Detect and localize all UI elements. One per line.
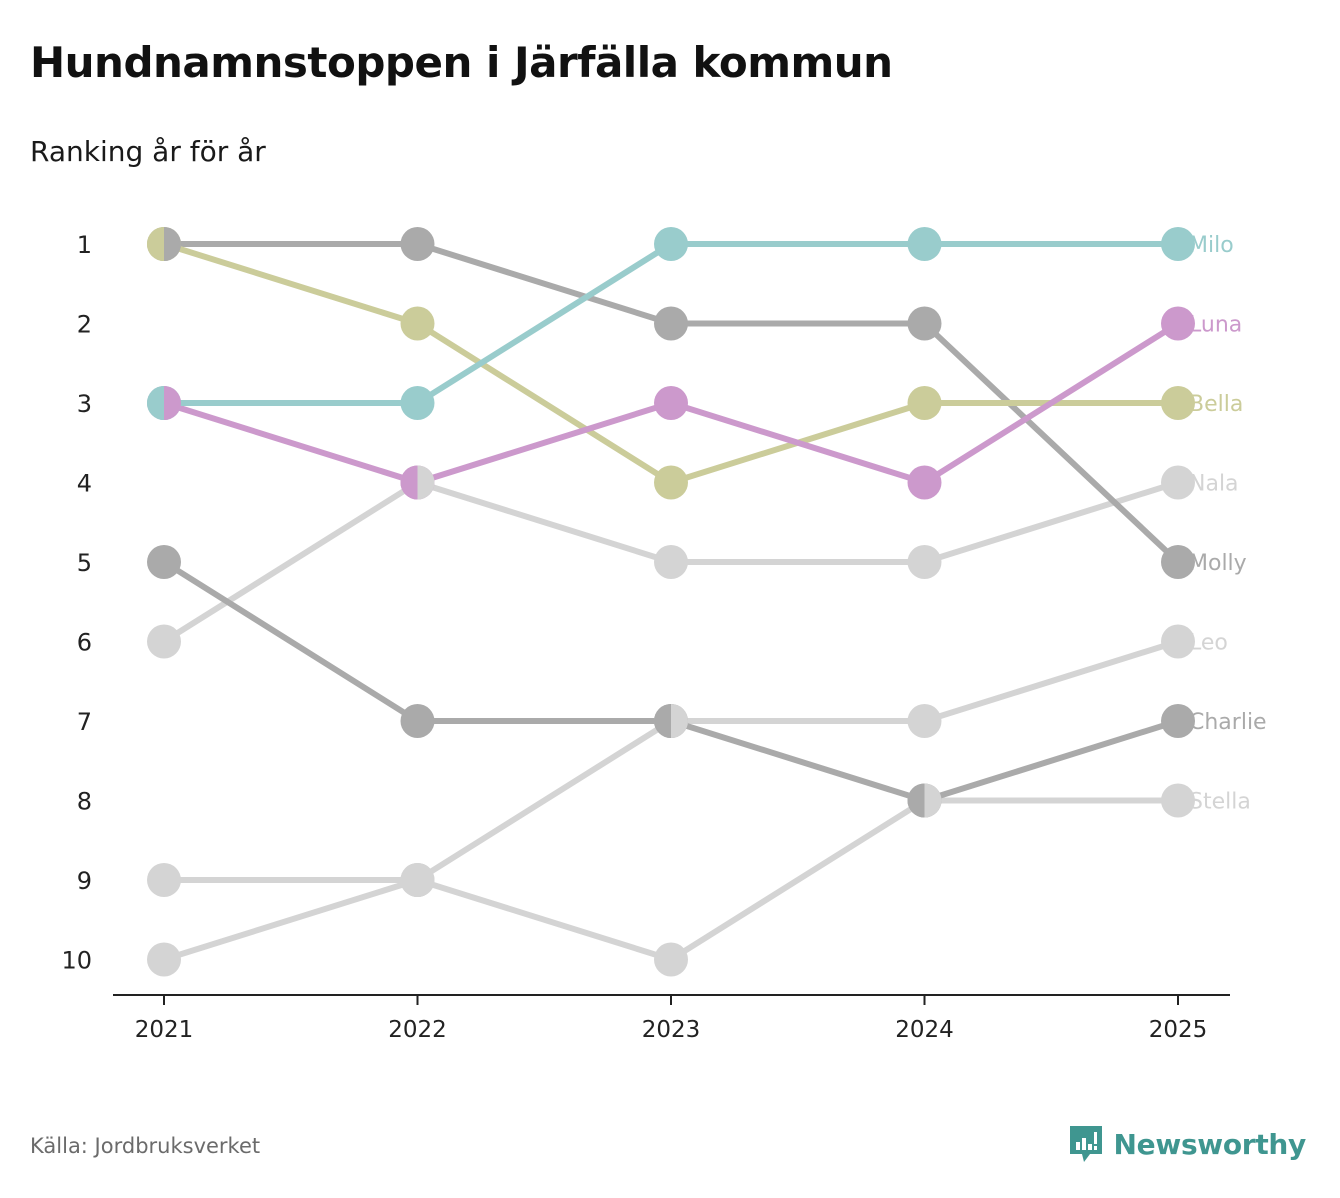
series-line-stella bbox=[164, 797, 1178, 963]
x-tick-label-2025: 2025 bbox=[1149, 1017, 1208, 1043]
point-stella-2021 bbox=[147, 863, 181, 897]
chart-title: Hundnamnstoppen i Järfälla kommun bbox=[30, 38, 893, 87]
y-tick-label-5: 5 bbox=[77, 549, 92, 577]
point-charlie-2021 bbox=[147, 545, 181, 579]
point-nala-2025 bbox=[1161, 465, 1195, 500]
source-note: Källa: Jordbruksverket bbox=[30, 1134, 261, 1158]
series-label-leo: Leo bbox=[1189, 631, 1228, 656]
series-label-luna: Luna bbox=[1189, 313, 1242, 338]
point-leo-2025 bbox=[1161, 624, 1195, 659]
point-bella-2023 bbox=[654, 465, 688, 500]
split-point-left-stella-2022 bbox=[400, 863, 418, 897]
split-point-right-leo-2022 bbox=[417, 863, 435, 897]
point-leo-2024 bbox=[907, 704, 942, 738]
y-tick-label-8: 8 bbox=[77, 788, 92, 816]
series-line-bella bbox=[163, 241, 1178, 486]
y-tick-label-1: 1 bbox=[77, 231, 92, 259]
split-point-left-milo-2021 bbox=[147, 386, 164, 420]
split-point-right-luna-2021 bbox=[164, 386, 181, 420]
point-molly-2024 bbox=[907, 306, 942, 341]
point-charlie-2025 bbox=[1161, 704, 1195, 738]
point-milo-2022 bbox=[400, 386, 435, 420]
y-tick-label-4: 4 bbox=[77, 470, 92, 498]
series-label-milo: Milo bbox=[1189, 233, 1234, 258]
split-point-right-nala-2022 bbox=[417, 465, 435, 500]
series-label-charlie: Charlie bbox=[1189, 710, 1267, 735]
newsworthy-icon bbox=[1069, 1126, 1102, 1162]
split-point-left-charlie-2023 bbox=[654, 704, 671, 738]
y-tick-label-6: 6 bbox=[77, 629, 92, 657]
point-milo-2024 bbox=[907, 227, 942, 261]
series-label-bella: Bella bbox=[1189, 392, 1243, 417]
split-point-left-bella-2021 bbox=[147, 227, 164, 261]
point-nala-2023 bbox=[654, 545, 688, 579]
x-tick-label-2023: 2023 bbox=[642, 1017, 701, 1043]
point-luna-2024 bbox=[907, 465, 942, 500]
point-bella-2022 bbox=[400, 306, 435, 341]
y-tick-label-2: 2 bbox=[77, 311, 92, 339]
point-nala-2024 bbox=[907, 545, 942, 579]
point-charlie-2022 bbox=[400, 704, 435, 738]
point-milo-2023 bbox=[654, 227, 688, 261]
label-layer: Nala Leo Stella Charlie Molly Bella Luna Milo bbox=[1189, 233, 1267, 815]
x-tick-label-2024: 2024 bbox=[895, 1017, 954, 1043]
x-tick-label-2021: 2021 bbox=[135, 1017, 194, 1043]
split-point-right-leo-2023 bbox=[671, 704, 688, 738]
point-luna-2025 bbox=[1161, 306, 1195, 341]
chart-subtitle: Ranking år för år bbox=[30, 135, 266, 168]
point-nala-2021 bbox=[147, 624, 181, 659]
y-tick-label-9: 9 bbox=[77, 867, 92, 895]
series-layer bbox=[147, 227, 1195, 977]
point-bella-2024 bbox=[907, 386, 942, 420]
point-bella-2025 bbox=[1161, 386, 1195, 420]
series-line-charlie bbox=[162, 559, 1179, 804]
brand-logo: Newsworthy bbox=[1068, 1124, 1306, 1164]
point-milo-2025 bbox=[1161, 227, 1195, 261]
axis-layer: 1 2 3 4 5 6 7 8 9 10 2021 2022 2023 2024 2025 bbox=[61, 231, 1230, 1043]
point-stella-2025 bbox=[1161, 783, 1195, 818]
point-leo-2021 bbox=[147, 942, 181, 977]
split-point-right-stella-2024 bbox=[924, 783, 942, 818]
y-tick-label-3: 3 bbox=[77, 390, 92, 418]
split-point-left-charlie-2024 bbox=[907, 783, 925, 818]
x-tick-label-2022: 2022 bbox=[388, 1017, 447, 1043]
series-label-nala: Nala bbox=[1189, 472, 1239, 497]
brand-name: Newsworthy bbox=[1113, 1127, 1307, 1161]
point-luna-2023 bbox=[654, 386, 688, 420]
split-point-left-luna-2022 bbox=[400, 465, 418, 500]
y-tick-label-7: 7 bbox=[77, 708, 92, 736]
series-label-stella: Stella bbox=[1189, 790, 1251, 815]
point-molly-2025 bbox=[1161, 545, 1195, 579]
series-label-molly: Molly bbox=[1189, 551, 1247, 576]
point-molly-2023 bbox=[654, 306, 688, 341]
point-stella-2023 bbox=[654, 942, 688, 977]
y-tick-label-10: 10 bbox=[61, 947, 92, 975]
split-point-right-molly-2021 bbox=[164, 227, 181, 261]
point-molly-2022 bbox=[400, 227, 435, 261]
